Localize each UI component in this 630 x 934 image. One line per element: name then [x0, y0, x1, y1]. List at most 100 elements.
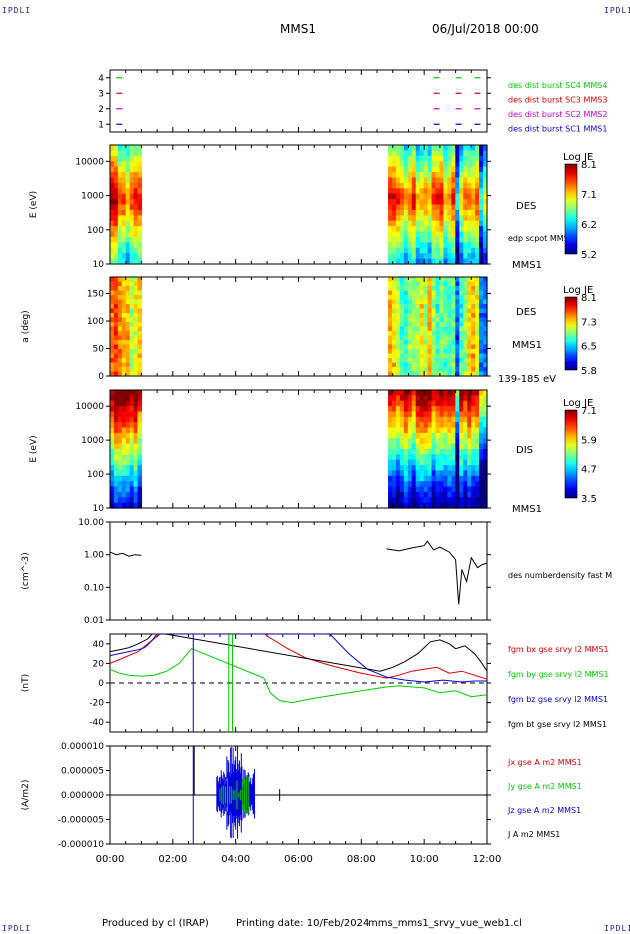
dis-energy-spectrogram-cell	[439, 459, 445, 466]
dis-energy-spectrogram-cell	[117, 491, 123, 498]
dis-energy-spectrogram-cell	[121, 475, 127, 482]
dis-energy-spectrogram-cell	[459, 422, 464, 429]
des-pitch-spectrogram-cell	[443, 308, 449, 314]
des-pitch-spectrogram-cell	[117, 281, 123, 287]
dis-energy-spectrogram-cell	[443, 432, 449, 439]
des-pitch-spectrogram-cell	[463, 299, 468, 305]
des-pitch-spectrogram-cell	[415, 290, 421, 296]
dis-energy-spectrogram-cell	[423, 422, 429, 429]
dis-energy-spectrogram-cell	[475, 400, 480, 407]
des-pitch-spectrogram-cell	[463, 367, 468, 373]
des-energy-spectrogram-cell	[455, 231, 460, 238]
des-energy-spectrogram-cell	[403, 150, 409, 157]
des-pitch-spectrogram-cell	[423, 304, 429, 310]
dis-energy-spectrogram-cell	[427, 432, 433, 439]
des-pitch-spectrogram-cell	[459, 349, 464, 355]
dis-energy-spectrogram-cell	[121, 502, 127, 509]
dis-energy-spectrogram-cell	[395, 390, 401, 396]
des-energy-spectrogram-cell	[479, 150, 484, 157]
des-energy-spectrogram-cell	[399, 166, 405, 173]
des-energy-spectrogram-cell	[467, 242, 472, 249]
dis-energy-spectrogram-cell	[479, 449, 484, 455]
dis-energy-spectrogram-cell	[110, 502, 115, 509]
des-energy-spectrogram-cell	[463, 253, 468, 260]
dis-energy-spectrogram-cell	[431, 475, 437, 482]
dis-energy-spectrogram-cell	[455, 443, 460, 450]
des-pitch-spectrogram-cell	[110, 277, 115, 283]
dis-energy-spectrogram-cell	[395, 395, 401, 402]
des-energy-spectrogram-cell	[113, 236, 119, 243]
dis-energy-spectrogram-cell	[388, 395, 393, 402]
des-pitch-spectrogram-cell	[479, 362, 484, 368]
dis-energy-spectrogram-cell	[411, 502, 417, 509]
des-pitch-spectrogram-cell	[411, 349, 417, 355]
dis-energy-colorbar-tick: 5.9	[581, 435, 597, 446]
des-pitch-spectrogram-cell	[407, 371, 413, 377]
des-energy-spectrogram-cell	[483, 172, 488, 179]
des-energy-spectrogram-cell	[411, 242, 417, 249]
des-energy-spectrogram-cell	[475, 258, 480, 265]
des-energy-spectrogram-cell	[467, 150, 472, 157]
fgm-ylabel: (nT)	[21, 674, 31, 692]
des-pitch-spectrogram-cell	[388, 286, 393, 292]
des-energy-spectrogram-cell	[447, 150, 452, 157]
dis-energy-spectrogram-cell	[467, 432, 472, 439]
des-pitch-spectrogram-cell	[483, 326, 488, 332]
dis-energy-spectrogram-cell	[431, 406, 437, 413]
dis-energy-spectrogram-cell	[113, 395, 119, 402]
dis-energy-spectrogram-cell	[133, 400, 139, 407]
des-pitch-spectrogram-cell	[431, 313, 437, 319]
des-energy-spectrogram-cell	[439, 193, 445, 200]
dis-energy-spectrogram-cell	[110, 416, 115, 423]
des-pitch-spectrogram-cell	[455, 358, 460, 364]
des-energy-spectrogram-cell	[407, 188, 413, 195]
des-energy-spectrogram-cell	[137, 231, 143, 238]
des-energy-spectrogram-cell	[419, 258, 425, 265]
des-energy-spectrogram-cell	[471, 220, 476, 227]
des-pitch-spectrogram-cell	[439, 335, 445, 341]
des-pitch-spectrogram-cell	[419, 340, 425, 346]
des-pitch-spectrogram-cell	[467, 344, 472, 350]
des-pitch-spectrogram-cell	[451, 317, 456, 323]
des-energy-spectrogram-cell	[129, 188, 135, 195]
des-pitch-spectrogram-cell	[415, 286, 421, 292]
time-axis-tick-label: 08:00	[347, 854, 376, 865]
des-pitch-spectrogram-cell	[435, 281, 441, 287]
des-pitch-spectrogram-cell	[447, 344, 452, 350]
des-pitch-spectrogram-cell	[391, 367, 397, 373]
des-energy-spectrogram-cell	[133, 145, 139, 152]
des-energy-spectrogram-cell	[388, 188, 393, 195]
dis-energy-spectrogram-cell	[459, 486, 464, 493]
des-energy-spectrogram-cell	[388, 258, 393, 265]
des-energy-spectrogram-cell	[451, 242, 456, 249]
des-energy-spectrogram-cell	[388, 177, 393, 184]
des-pitch-spectrogram-cell	[129, 331, 135, 337]
des-pitch-spectrogram-cell	[113, 371, 119, 377]
fgm-series-line	[110, 648, 487, 704]
dis-energy-spectrogram-cell	[133, 411, 139, 418]
dis-energy-spectrogram-cell	[117, 465, 123, 472]
des-pitch-spectrogram-cell	[391, 304, 397, 310]
des-pitch-spectrogram-cell	[439, 295, 445, 301]
dis-energy-spectrogram-cell	[475, 406, 480, 413]
des-pitch-spectrogram-cell	[133, 313, 139, 319]
des-energy-spectrogram-cell	[399, 155, 405, 162]
dis-energy-spectrogram-cell	[455, 459, 460, 466]
des-pitch-spectrogram-cell	[483, 277, 488, 283]
des-energy-spectrogram-cell	[133, 236, 139, 243]
dis-energy-spectrogram-cell	[415, 411, 421, 418]
des-energy-spectrogram-cell	[447, 172, 452, 179]
dis-energy-spectrogram-cell	[423, 406, 429, 413]
burst-panel-ytick-label: 1	[98, 120, 104, 130]
des-pitch-spectrogram-cell	[415, 295, 421, 301]
des-energy-spectrogram-cell	[423, 242, 429, 249]
dis-energy-spectrogram-cell	[110, 475, 115, 482]
des-energy-spectrogram-cell	[133, 193, 139, 200]
des-energy-spectrogram-cell	[411, 204, 417, 211]
dis-energy-spectrogram-cell	[110, 465, 115, 472]
des-pitch-spectrogram-cell	[463, 344, 468, 350]
dis-energy-spectrogram-cell	[443, 475, 449, 482]
dis-energy-spectrogram-cell	[419, 406, 425, 413]
des-energy-spectrogram-cell	[125, 242, 131, 249]
